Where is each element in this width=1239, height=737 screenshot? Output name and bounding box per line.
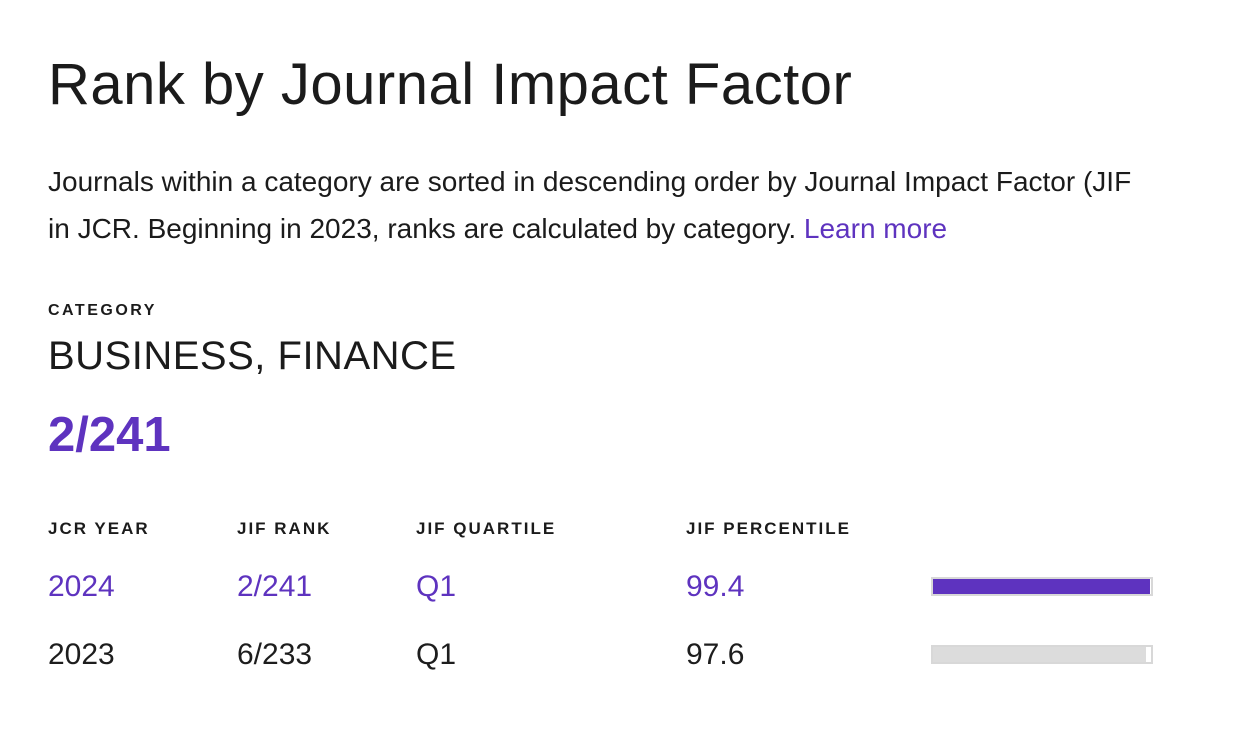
- percentile-bar-fill: [933, 647, 1146, 663]
- jcr-year-2023[interactable]: 2023: [48, 637, 115, 671]
- description-line-2: in JCR. Beginning in 2023, ranks are cal…: [48, 205, 1239, 252]
- percentile-bar-fill: [933, 579, 1150, 595]
- section-description: Journals within a category are sorted in…: [48, 158, 1239, 252]
- table-row: 2024 2/241 Q1 99.4: [48, 567, 1239, 607]
- jcr-year-2024[interactable]: 2024: [48, 569, 115, 603]
- percentile-bar: [931, 645, 1153, 665]
- rank-table: JCR YEAR JIF RANK JIF QUARTILE JIF PERCE…: [48, 519, 1239, 675]
- category-name: BUSINESS, FINANCE: [48, 333, 457, 378]
- jif-quartile-value: Q1: [416, 569, 457, 603]
- jif-percentile-value: 99.4: [686, 569, 745, 603]
- jif-rank-value: 2/241: [237, 569, 313, 603]
- description-line-1: Journals within a category are sorted in…: [48, 165, 1132, 197]
- rank-table-header-row: JCR YEAR JIF RANK JIF QUARTILE JIF PERCE…: [48, 519, 1239, 539]
- percentile-bar: [931, 577, 1153, 597]
- percentile-bar-track: [931, 645, 1153, 665]
- header-jcr-year: JCR YEAR: [48, 518, 150, 538]
- description-line-2-text: in JCR. Beginning in 2023, ranks are cal…: [48, 212, 804, 244]
- rank-by-jif-section: Rank by Journal Impact Factor Journals w…: [48, 52, 1239, 675]
- header-jif-rank: JIF RANK: [237, 518, 332, 538]
- percentile-bar-track: [931, 577, 1153, 597]
- jif-quartile-value: Q1: [416, 637, 457, 671]
- header-jif-percentile: JIF PERCENTILE: [686, 518, 851, 538]
- jif-rank-value: 6/233: [237, 637, 313, 671]
- category-label: CATEGORY: [48, 301, 157, 319]
- header-jif-quartile: JIF QUARTILE: [416, 518, 557, 538]
- table-row: 2023 6/233 Q1 97.6: [48, 635, 1239, 675]
- page-title: Rank by Journal Impact Factor: [48, 52, 853, 117]
- category-rank-value: 2/241: [48, 407, 171, 462]
- jif-percentile-value: 97.6: [686, 637, 745, 671]
- learn-more-link[interactable]: Learn more: [803, 212, 948, 244]
